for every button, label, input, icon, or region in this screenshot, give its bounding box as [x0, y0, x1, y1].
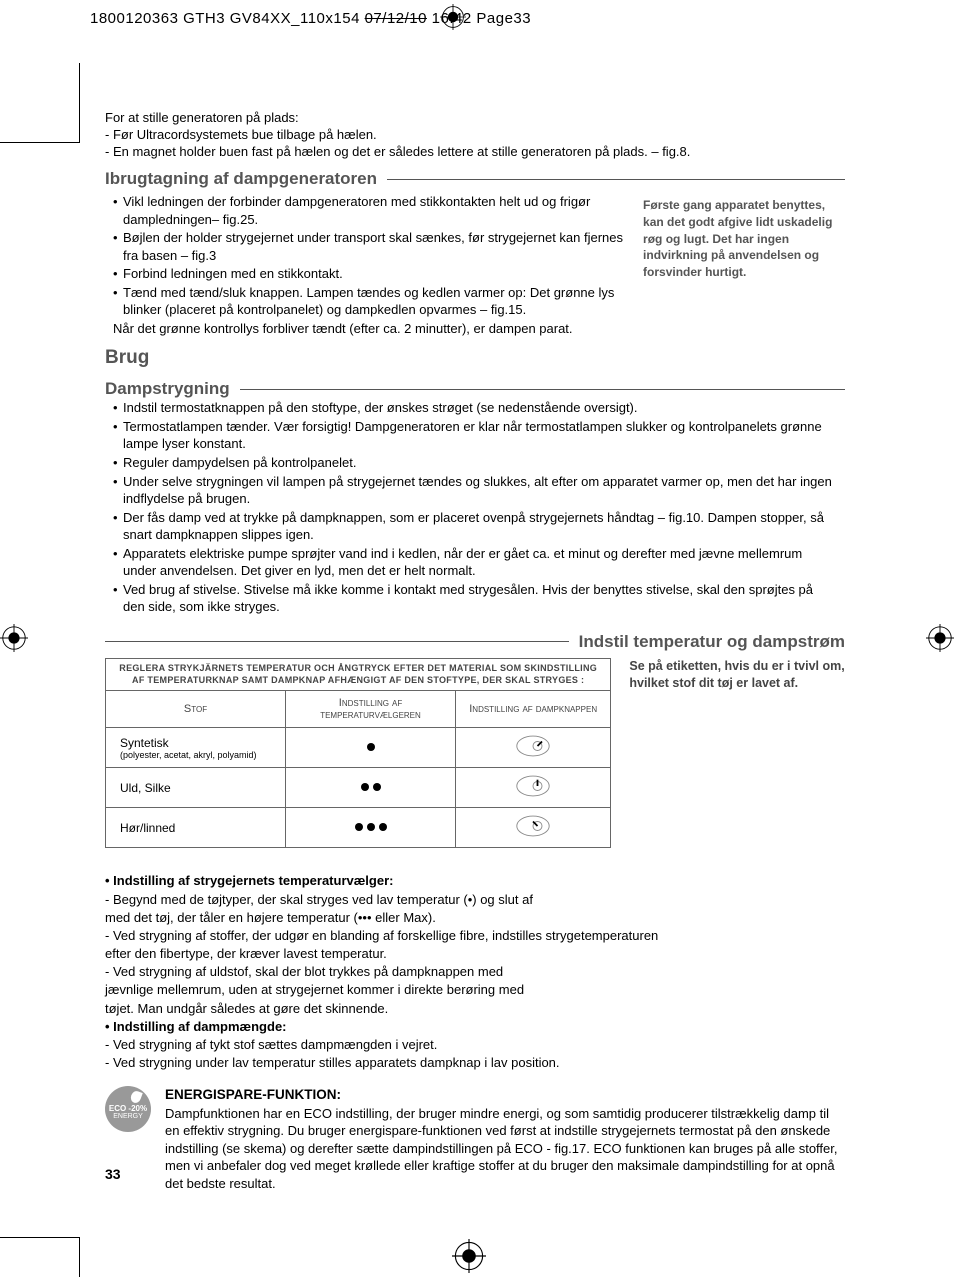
- below-table-block: • Indstilling af strygejernets temperatu…: [105, 872, 845, 1072]
- section1-rule: [387, 179, 845, 180]
- cell-mat-2: Uld, Silke: [106, 768, 286, 808]
- below-h1: • Indstilling af strygejernets temperatu…: [105, 872, 845, 890]
- s2-b6: Apparatets elektriske pumpe sprøjter van…: [113, 545, 835, 580]
- section2-rule: [240, 389, 845, 390]
- section2-bullets: Indstil termostatknappen på den stoftype…: [105, 399, 835, 616]
- table-row: Uld, Silke: [106, 768, 611, 808]
- below-p4: efter den fibertype, der kræver lavest t…: [105, 945, 845, 963]
- cell-dots-1: [286, 728, 456, 768]
- doc-page: Page33: [476, 10, 531, 27]
- s2-b1: Indstil termostatknappen på den stoftype…: [113, 399, 835, 417]
- below-p2: med det tøj, der tåler en højere tempera…: [105, 909, 845, 927]
- section3-title: Indstil temperatur og dampstrøm: [105, 632, 845, 652]
- cell-mat-1: Syntetisk(polyester, acetat, akryl, poly…: [106, 728, 286, 768]
- section2-title-text: Dampstrygning: [105, 379, 230, 399]
- table-col2: Indstilling af temperaturvælgeren: [286, 691, 456, 728]
- below-p9: - Ved strygning under lav temperatur sti…: [105, 1054, 845, 1072]
- s2-b2: Termostatlampen tænder. Vær forsigtig! D…: [113, 418, 835, 453]
- s1-b4: Tænd med tænd/sluk knappen. Lampen tænde…: [113, 284, 623, 319]
- registration-mark-header: [440, 4, 466, 30]
- below-p3: - Ved strygning af stoffer, der udgør en…: [105, 927, 845, 945]
- s2-b4: Under selve strygningen vil lampen på st…: [113, 473, 835, 508]
- eco-title: ENERGISPARE-FUNKTION:: [165, 1087, 341, 1102]
- s1-b3: Forbind ledningen med en stikkontakt.: [113, 265, 623, 283]
- s1-b1: Vikl ledningen der forbinder dampgenerat…: [113, 193, 623, 228]
- below-p7: tøjet. Man undgår således at gøre det sk…: [105, 1000, 845, 1018]
- eco-icon-line2: ENERGY: [113, 1113, 143, 1120]
- below-p5: - Ved strygning af uldstof, skal der blo…: [105, 963, 845, 981]
- eco-icon-line1: ECO -20%: [109, 1105, 147, 1113]
- page-number: 33: [105, 1166, 121, 1182]
- s2-b5: Der fås damp ved at trykke på dampknappe…: [113, 509, 835, 544]
- section1-title: Ibrugtagning af dampgeneratoren: [105, 169, 845, 189]
- section3-title-text: Indstil temperatur og dampstrøm: [579, 632, 845, 652]
- dial-icon: [515, 734, 551, 758]
- main-title: Brug: [105, 347, 845, 369]
- below-h2: • Indstilling af dampmængde:: [105, 1018, 845, 1036]
- dial-icon: [515, 814, 551, 838]
- s1-b2: Bøjlen der holder strygejernet under tra…: [113, 229, 623, 264]
- intro-line2: - Før Ultracordsystemets bue tilbage på …: [105, 127, 845, 142]
- section2-title: Dampstrygning: [105, 379, 845, 399]
- section1-title-text: Ibrugtagning af dampgeneratoren: [105, 169, 377, 189]
- mat1: Syntetisk: [120, 736, 169, 750]
- s1-after: Når det grønne kontrollys forbliver tænd…: [105, 320, 623, 338]
- crop-mark-tl: [0, 63, 80, 143]
- section3-rule: [105, 641, 569, 642]
- table-row: Hør/linned: [106, 808, 611, 848]
- cell-dial-2: [456, 768, 611, 808]
- cell-dial-1: [456, 728, 611, 768]
- registration-mark-bottom: [452, 1239, 486, 1273]
- table-row: Syntetisk(polyester, acetat, akryl, poly…: [106, 728, 611, 768]
- dial-icon: [515, 774, 551, 798]
- doc-ref: 1800120363 GTH3 GV84XX_110x154: [90, 10, 360, 27]
- table-col3: Indstilling af dampknappen: [456, 691, 611, 728]
- section3-note: Se på etiketten, hvis du er i tvivl om, …: [629, 658, 845, 848]
- below-p6: jævnlige mellemrum, uden at strygejernet…: [105, 981, 845, 999]
- below-p1: - Begynd med de tøjtyper, der skal stryg…: [105, 891, 845, 909]
- below-p8: - Ved strygning af tykt stof sættes damp…: [105, 1036, 845, 1054]
- registration-mark-right: [926, 624, 954, 652]
- s2-b7: Ved brug af stivelse. Stivelse må ikke k…: [113, 581, 835, 616]
- doc-date: 07/12/10: [365, 10, 427, 27]
- table-caption: REGLERA STRYKJÄRNETS TEMPERATUR OCH ÅNGT…: [106, 658, 611, 690]
- cell-dots-3: [286, 808, 456, 848]
- intro-line3: - En magnet holder buen fast på hælen og…: [105, 144, 845, 159]
- section1-bullets: Vikl ledningen der forbinder dampgenerat…: [105, 193, 623, 319]
- s2-b3: Reguler dampydelsen på kontrolpanelet.: [113, 454, 835, 472]
- eco-body: Dampfunktionen har en ECO indstilling, d…: [165, 1106, 838, 1191]
- fabric-table: REGLERA STRYKJÄRNETS TEMPERATUR OCH ÅNGT…: [105, 658, 611, 848]
- cell-mat-3: Hør/linned: [106, 808, 286, 848]
- table-col1: Stof: [106, 691, 286, 728]
- mat1-sub: (polyester, acetat, akryl, polyamid): [120, 750, 279, 760]
- intro-line1: For at stille generatoren på plads:: [105, 110, 845, 125]
- section1-note: Første gang apparatet benyttes, kan det …: [643, 193, 845, 337]
- leaf-icon: [129, 1090, 143, 1105]
- registration-mark-left: [0, 624, 28, 652]
- cell-dots-2: [286, 768, 456, 808]
- crop-mark-bl: [0, 1237, 80, 1277]
- cell-dial-3: [456, 808, 611, 848]
- eco-icon: ECO -20% ENERGY: [105, 1086, 151, 1132]
